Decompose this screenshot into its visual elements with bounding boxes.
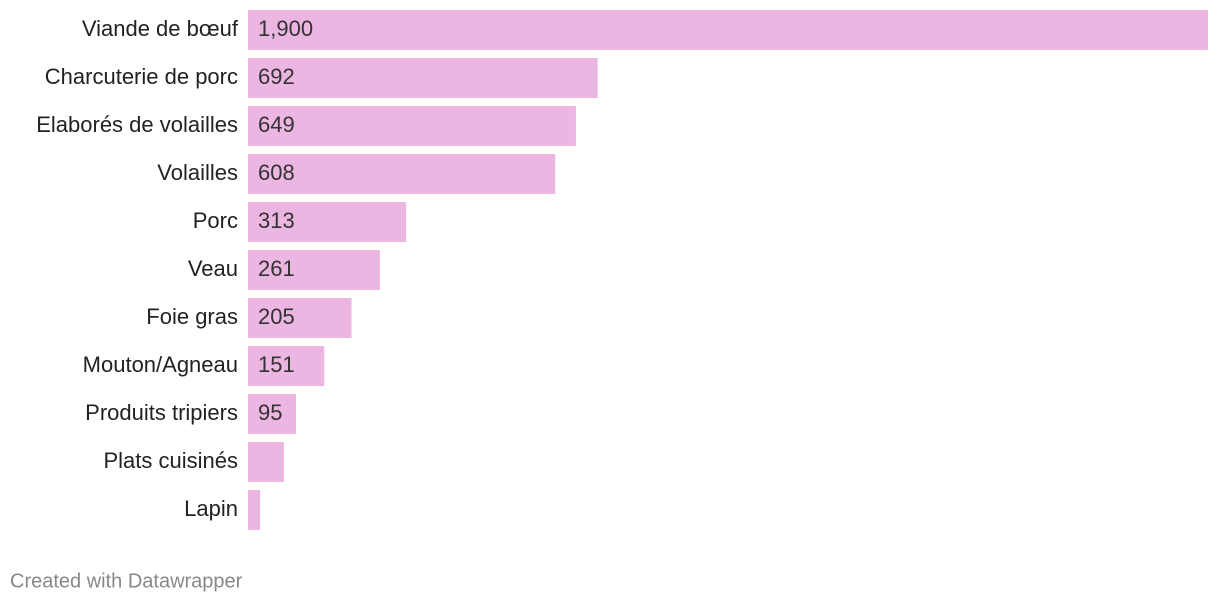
bar: [248, 202, 407, 242]
category-label: Charcuterie de porc: [45, 64, 238, 89]
value-label: 649: [258, 112, 295, 137]
bar: [248, 154, 556, 194]
bar: [248, 298, 352, 338]
category-label: Viande de bœuf: [82, 16, 239, 41]
bar: [248, 58, 598, 98]
value-label: 1,900: [258, 16, 313, 41]
bar: [248, 490, 261, 530]
value-label: 205: [258, 304, 295, 329]
category-label: Elaborés de volailles: [36, 112, 238, 137]
value-label: 261: [258, 256, 295, 281]
category-label: Volailles: [157, 160, 238, 185]
category-label: Veau: [188, 256, 238, 281]
category-label: Produits tripiers: [85, 400, 238, 425]
value-label: 95: [258, 400, 282, 425]
bar: [248, 10, 1208, 50]
category-label: Mouton/Agneau: [83, 352, 238, 377]
value-label: 692: [258, 64, 295, 89]
category-label: Porc: [193, 208, 238, 233]
value-label: 151: [258, 352, 295, 377]
value-label: 608: [258, 160, 295, 185]
bar: [248, 346, 325, 386]
category-label: Foie gras: [146, 304, 238, 329]
bar: [248, 106, 576, 146]
credit: Created with Datawrapper: [10, 570, 243, 592]
category-label: Plats cuisinés: [103, 448, 238, 473]
bar: [248, 394, 296, 434]
bar: [248, 250, 380, 290]
category-label: Lapin: [184, 496, 238, 521]
value-label: 313: [258, 208, 295, 233]
bar: [248, 442, 284, 482]
